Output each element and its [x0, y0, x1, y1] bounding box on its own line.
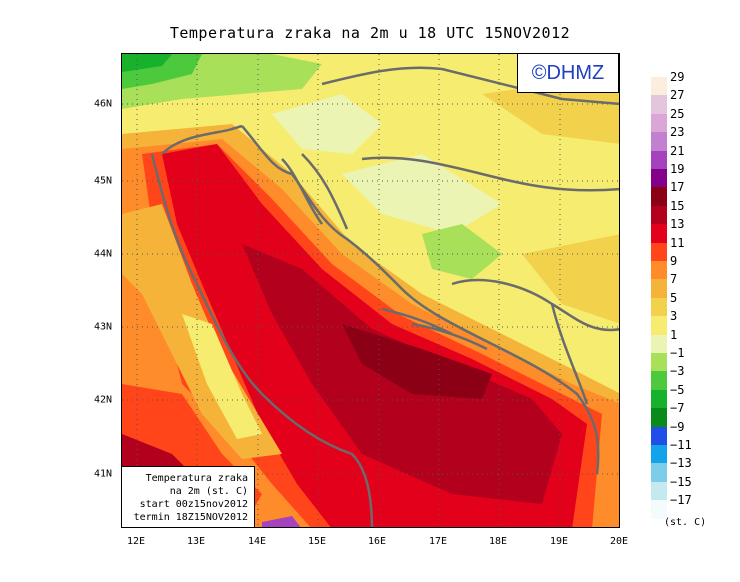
legend-swatch	[651, 132, 667, 152]
temperature-band	[422, 224, 502, 279]
legend-label: 11	[670, 235, 685, 250]
x-tick-label: 16E	[367, 536, 387, 547]
legend-swatch	[651, 150, 667, 170]
x-tick-label: 14E	[247, 536, 267, 547]
x-tick-label: 19E	[549, 536, 569, 547]
legend-swatch	[651, 334, 667, 354]
info-line-variable: Temperatura zraka	[145, 473, 248, 484]
legend-swatch	[651, 426, 667, 446]
legend-swatch	[651, 261, 667, 280]
legend-swatch	[651, 279, 667, 299]
legend-swatch	[651, 242, 667, 262]
legend-swatch	[651, 408, 667, 428]
temperature-band	[342, 154, 502, 234]
legend-swatch	[651, 224, 667, 244]
legend-label: 21	[670, 143, 685, 158]
legend-label: 29	[670, 70, 685, 84]
temperature-map	[121, 53, 620, 528]
legend-label: 13	[670, 217, 685, 232]
legend-label: 7	[670, 272, 678, 287]
legend-label: −13	[670, 456, 692, 471]
legend-label: −5	[670, 382, 685, 397]
legend-swatch	[651, 463, 667, 483]
legend-swatch	[651, 187, 667, 207]
y-tick-label: 41N	[94, 468, 113, 480]
temperature-band	[262, 516, 301, 527]
legend-label: 23	[670, 125, 685, 140]
map-title: Temperatura zraka na 2m u 18 UTC 15NOV20…	[169, 24, 571, 42]
dhmz-logo: ©DHMZ	[517, 53, 619, 93]
x-tick-label: 15E	[307, 536, 327, 547]
legend-label: 9	[670, 254, 678, 268]
legend-swatch	[651, 371, 667, 391]
legend-unit: (st. C)	[664, 517, 707, 528]
y-tick-label: 42N	[94, 394, 113, 406]
legend-swatch	[651, 169, 667, 188]
graticule	[122, 54, 619, 527]
legend-label: 15	[670, 198, 685, 213]
temperature-band	[342, 324, 492, 399]
legend-label: −7	[670, 401, 685, 416]
legend-swatch	[651, 205, 667, 225]
legend-swatch	[651, 500, 667, 520]
temperature-band	[272, 94, 382, 154]
x-tick-label: 20E	[609, 536, 629, 547]
legend-label: −17	[670, 493, 692, 508]
legend-label: 19	[670, 162, 685, 176]
legend-label: 1	[670, 327, 678, 342]
x-tick-label: 18E	[488, 536, 508, 547]
legend-swatch	[651, 77, 667, 96]
legend-label: 5	[670, 290, 678, 305]
legend-swatch	[651, 481, 667, 501]
legend-swatch	[651, 445, 667, 464]
info-line-level: na 2m (st. C)	[169, 486, 248, 497]
y-tick-label: 46N	[94, 98, 113, 110]
y-tick-label: 44N	[94, 248, 113, 260]
legend-swatch	[651, 95, 667, 115]
x-tick-label: 13E	[186, 536, 206, 547]
y-tick-label: 45N	[94, 175, 113, 187]
legend-label: 25	[670, 106, 685, 121]
legend-swatch	[651, 353, 667, 372]
legend-label: −3	[670, 364, 685, 379]
legend-swatch	[651, 389, 667, 409]
legend-label: 3	[670, 309, 678, 324]
legend-label: −11	[670, 438, 692, 452]
coastline	[150, 66, 619, 527]
info-line-start: start 00z15nov2012	[139, 499, 248, 510]
legend-swatch	[651, 316, 667, 336]
info-line-termin: termin 18Z15NOV2012	[133, 512, 248, 523]
temperature-band	[182, 314, 262, 439]
legend-label: −15	[670, 474, 692, 489]
x-tick-label: 17E	[428, 536, 448, 547]
temperature-band	[522, 234, 619, 324]
legend-label: −1	[670, 346, 685, 360]
temperature-band	[122, 54, 172, 72]
legend-swatch	[651, 113, 667, 133]
temperature-field	[122, 54, 619, 527]
legend-label: 27	[670, 88, 685, 103]
info-box: Temperatura zraka na 2m (st. C) start 00…	[121, 466, 255, 528]
legend-swatch	[651, 297, 667, 317]
x-tick-label: 12E	[126, 536, 146, 547]
y-tick-label: 43N	[94, 321, 113, 333]
legend-label: −9	[670, 419, 685, 434]
legend-label: 17	[670, 180, 685, 195]
